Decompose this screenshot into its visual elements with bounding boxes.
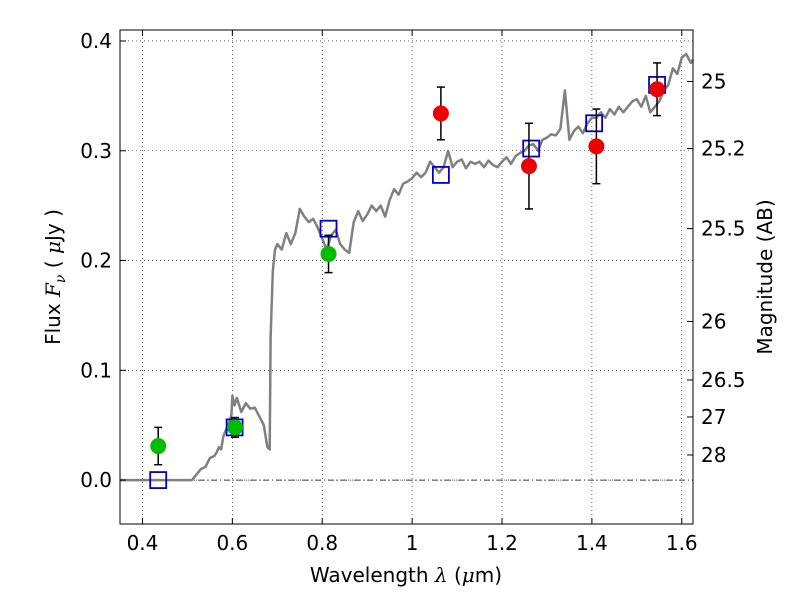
photometry-point [320, 245, 337, 262]
photometry-point [520, 158, 537, 175]
y-tick-label: 0.2 [80, 249, 112, 273]
x-tick-label: 1.6 [666, 531, 698, 555]
photometry-point [432, 105, 449, 122]
photometry-point [588, 138, 605, 155]
y-tick-label: 0.0 [80, 468, 112, 492]
series-layer [120, 52, 695, 489]
y-tick-label: 0.3 [80, 139, 112, 163]
plot-frame [119, 29, 694, 525]
mag-tick-label: 25.2 [701, 137, 746, 161]
y-tick-label: 0.4 [80, 29, 112, 53]
x-tick-label: 1.4 [576, 531, 608, 555]
x-tick-label: 0.8 [306, 531, 338, 555]
mag-tick-label: 28 [701, 443, 726, 467]
y-axis-label: Flux Fν ( μJy ) [41, 209, 69, 345]
x-tick-label: 0.4 [127, 531, 159, 555]
grid-layer [120, 30, 693, 524]
photometry-point [649, 81, 666, 98]
model-square-point [319, 219, 338, 238]
x-tick-label: 0.6 [216, 531, 248, 555]
model-square-point [585, 114, 604, 133]
photometry-point [227, 419, 244, 436]
mag-tick-label: 26 [701, 309, 726, 333]
model-square-point [431, 166, 450, 184]
y-tick-label: 0.1 [80, 358, 112, 382]
mag-tick-label: 27 [701, 405, 726, 429]
right-axis-label: Magnitude (AB) [753, 199, 777, 354]
mag-tick-label: 25 [701, 69, 726, 93]
spectrum-line [120, 52, 695, 482]
x-tick-label: 1 [406, 531, 419, 555]
x-tick-label: 1.2 [486, 531, 518, 555]
mag-tick-label: 25.5 [701, 217, 746, 241]
mag-tick-label: 26.5 [701, 368, 746, 392]
x-axis-label: Wavelength λ (μm) [310, 563, 502, 587]
tick-layer: 0.4 0.6 0.8 1 1.2 1.4 1.6 0.0 0.1 0.2 0.3 0.4 25 25.2… [80, 29, 745, 555]
model-square-point [149, 471, 168, 489]
model-square-point [522, 139, 541, 158]
photometry-point [150, 438, 167, 455]
